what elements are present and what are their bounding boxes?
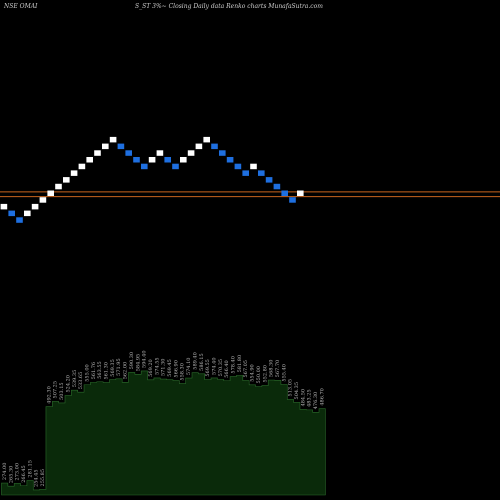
renko-brick-down xyxy=(141,163,148,170)
renko-brick-down xyxy=(281,190,288,196)
renko-bricks xyxy=(0,136,304,223)
renko-brick-up xyxy=(31,203,39,210)
volume-label: 569.45 xyxy=(167,359,173,377)
renko-brick-down xyxy=(219,150,226,156)
chart-title-right: S_ST 3%~ Closing Daily data Renko charts… xyxy=(135,3,323,10)
volume-label: 594.40 xyxy=(142,350,148,368)
renko-brick-down xyxy=(242,170,249,176)
volume-label: 589.40 xyxy=(192,352,198,370)
volume-label: 504.35 xyxy=(294,382,300,400)
volume-label: 507.25 xyxy=(53,381,59,399)
volume-label: 566.90 xyxy=(173,360,179,378)
renko-brick-up xyxy=(86,157,93,163)
renko-brick-down xyxy=(289,197,296,203)
volume-label: 574.10 xyxy=(186,358,192,376)
volume-label: 552.80 xyxy=(262,365,268,383)
volume-area xyxy=(1,370,326,496)
volume-label: 513.05 xyxy=(288,379,294,397)
volume-label: 503.15 xyxy=(59,382,65,400)
renko-brick-down xyxy=(8,210,15,217)
renko-brick-down xyxy=(234,163,242,170)
renko-brick-up xyxy=(180,157,187,163)
volume-label: 563.55 xyxy=(97,361,103,379)
renko-brick-down xyxy=(164,157,171,163)
volume-label: 571.30 xyxy=(161,359,167,377)
renko-brick-up xyxy=(109,136,117,143)
volume-label: 266.45 xyxy=(21,465,27,483)
volume-label: 569.55 xyxy=(205,359,211,377)
volume-label: 584.95 xyxy=(135,354,141,372)
renko-brick-up xyxy=(156,150,164,156)
level-lines xyxy=(0,191,500,198)
renko-brick-down xyxy=(125,150,132,156)
volume-label: 558.30 xyxy=(180,363,186,381)
renko-brick-up xyxy=(39,197,47,203)
volume-label: 484.50 xyxy=(300,389,306,407)
renko-brick-up xyxy=(94,150,101,156)
renko-brick-down xyxy=(265,177,273,183)
renko-brick-down xyxy=(273,183,281,190)
volume-label: 483.25 xyxy=(307,389,313,407)
renko-brick-down xyxy=(211,143,218,150)
renko-brick-up xyxy=(297,190,304,196)
renko-brick-up xyxy=(187,150,195,156)
volume-label: 476.30 xyxy=(313,392,319,410)
volume-label: 539.35 xyxy=(72,370,78,388)
volume-label: 562.00 xyxy=(123,362,129,380)
volume-label: 555.00 xyxy=(84,364,90,382)
renko-brick-up xyxy=(70,170,78,176)
volume-label: 569.35 xyxy=(110,359,116,377)
chart-title-left: NSE OMAI xyxy=(4,3,38,10)
volume-label: 569.20 xyxy=(148,359,154,377)
volume-label: 273.00 xyxy=(15,463,21,481)
renko-brick-down xyxy=(16,217,23,223)
volume-label: 550.00 xyxy=(256,366,262,384)
volume-label: 581.80 xyxy=(237,355,243,373)
volume-label: 555.40 xyxy=(281,364,287,382)
volume-label: 570.35 xyxy=(218,359,224,377)
volume-label: 281.15 xyxy=(27,460,33,478)
volume-label: 254.45 xyxy=(34,469,40,487)
volume-label: 554.90 xyxy=(250,364,256,382)
renko-brick-up xyxy=(0,203,8,210)
renko-brick-up xyxy=(78,163,86,170)
volume-label: 568.30 xyxy=(269,360,275,378)
volume-label: 255.85 xyxy=(40,469,46,487)
volume-label: 586.15 xyxy=(199,353,205,371)
renko-brick-up xyxy=(148,157,156,163)
volume-fill xyxy=(1,370,326,496)
volume-label: 567.70 xyxy=(275,360,281,378)
volume-label: 492.30 xyxy=(46,386,52,404)
renko-brick-down xyxy=(117,143,125,150)
renko-brick-up xyxy=(102,143,109,150)
renko-brick-up xyxy=(63,177,70,183)
volume-label: 274.00 xyxy=(2,463,8,481)
volume-label: 524.20 xyxy=(65,375,71,393)
volume-label: 265.30 xyxy=(8,466,14,484)
volume-label: 567.05 xyxy=(243,360,249,378)
volume-label: 533.65 xyxy=(78,372,84,390)
renko-brick-up xyxy=(203,136,210,143)
renko-brick-down xyxy=(226,157,234,163)
volume-label: 561.76 xyxy=(91,362,97,380)
renko-brick-down xyxy=(258,170,265,176)
volume-label: 571.95 xyxy=(116,358,122,376)
renko-brick-up xyxy=(24,210,31,217)
renko-brick-up xyxy=(250,163,257,170)
volume-label: 574.40 xyxy=(211,357,217,375)
volume-label: 561.30 xyxy=(104,362,110,380)
renko-brick-down xyxy=(133,157,140,163)
volume-label: 578.40 xyxy=(231,356,237,374)
volume-label: 590.30 xyxy=(129,352,135,370)
renko-brick-up xyxy=(47,190,54,196)
volume-label: 574.55 xyxy=(154,357,160,375)
volume-label: 566.40 xyxy=(224,360,230,378)
renko-brick-up xyxy=(195,143,203,150)
renko-brick-up xyxy=(55,183,62,190)
volume-label: 486.70 xyxy=(319,388,325,406)
renko-brick-down xyxy=(172,163,179,170)
